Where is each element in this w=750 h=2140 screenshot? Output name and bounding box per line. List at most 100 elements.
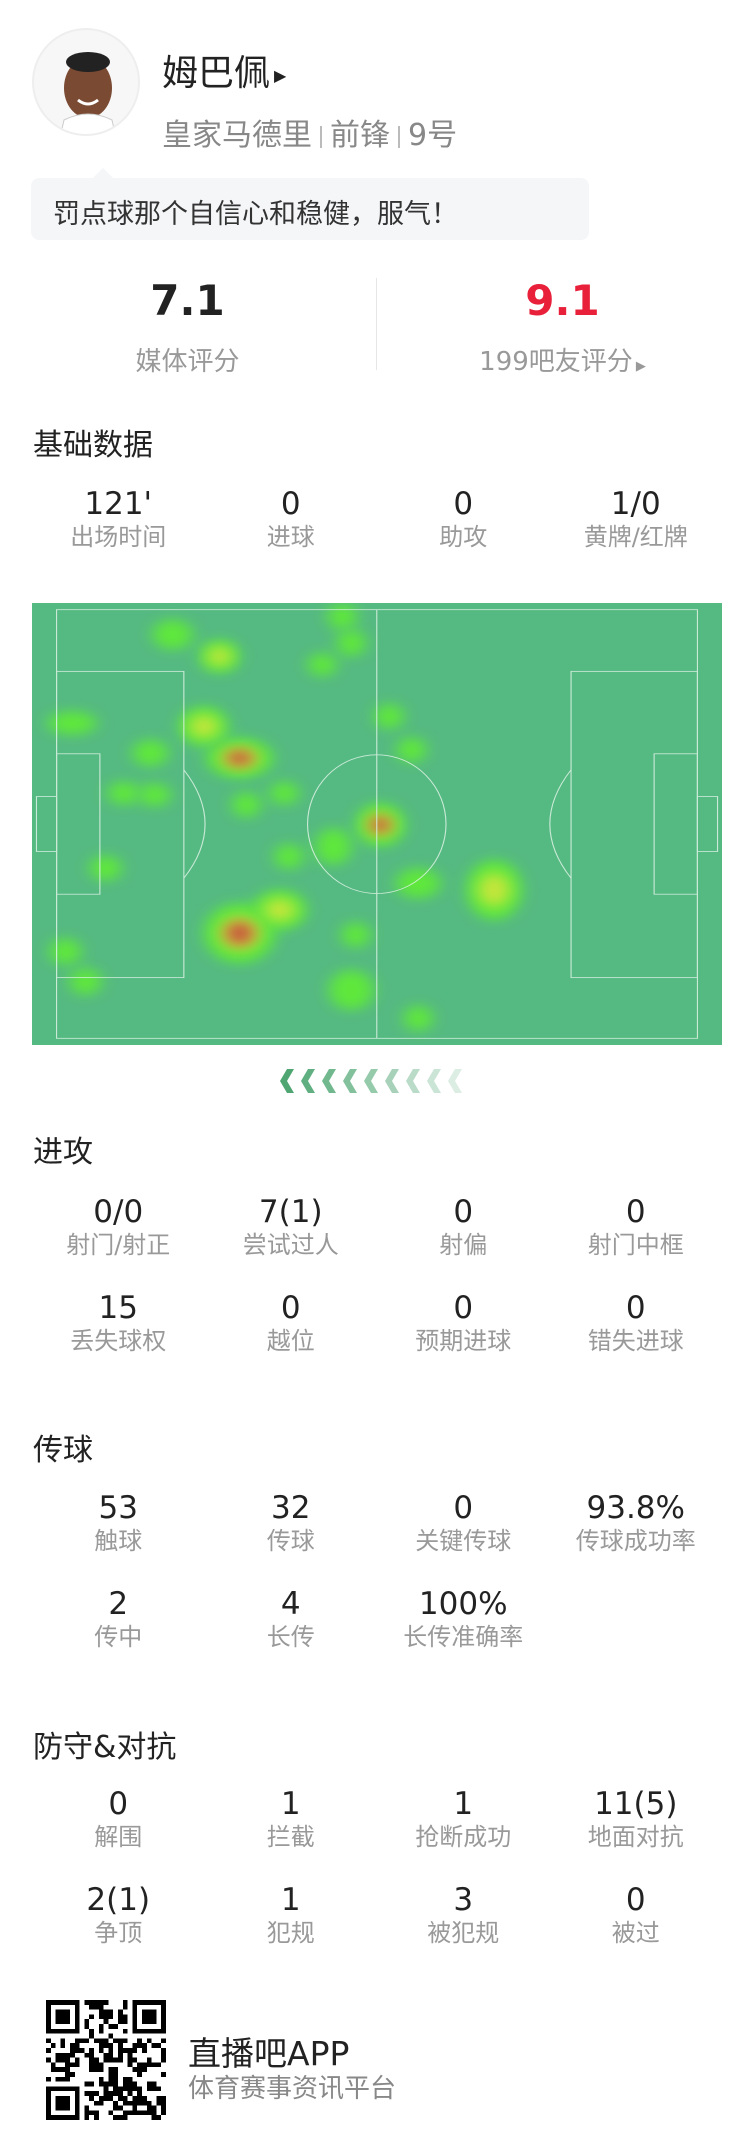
heat-spot	[49, 938, 82, 965]
stat-value: 32	[271, 1490, 311, 1526]
stat-value: 0	[108, 1786, 129, 1822]
comment-bubble: 罚点球那个自信心和稳健，服气！	[31, 168, 589, 240]
chevron-left-icon	[406, 1069, 420, 1093]
stat-item: 0 进球	[205, 486, 378, 552]
heat-spot	[397, 737, 426, 763]
stat-value: 2	[108, 1586, 129, 1622]
heat-spot	[226, 750, 254, 767]
heat-spot	[69, 968, 102, 995]
stat-item: 0 助攻	[377, 486, 550, 552]
stat-item: 121' 出场时间	[32, 486, 205, 552]
stat-label: 丢失球权	[70, 1327, 167, 1355]
stat-label: 长传准确率	[403, 1623, 524, 1651]
player-name[interactable]: 姆巴佩 ▶	[162, 53, 287, 94]
stat-label: 解围	[94, 1823, 143, 1851]
app-name: 直播吧APP	[188, 2034, 350, 2073]
heat-spot	[208, 647, 231, 666]
stat-item: 7(1) 尝试过人	[205, 1194, 378, 1260]
player-photo-icon	[60, 52, 116, 134]
fan-rating[interactable]: 9.1 199吧友评分 ▶	[479, 276, 646, 377]
stat-item: 0 预期进球	[377, 1290, 550, 1356]
heat-spot	[152, 619, 193, 650]
stat-item: 1 拦截	[205, 1786, 378, 1852]
stat-item: 53 触球	[32, 1490, 205, 1556]
stat-item: 2 传中	[32, 1586, 205, 1652]
stat-item: 0 射偏	[377, 1194, 550, 1260]
stat-label: 预期进球	[415, 1327, 512, 1355]
chevron-left-icon	[385, 1069, 399, 1093]
heat-spot	[265, 898, 295, 921]
stat-label: 射门中框	[587, 1231, 684, 1259]
stat-label: 地面对抗	[587, 1823, 684, 1851]
stat-item: 11(5) 地面对抗	[550, 1786, 723, 1852]
heat-spot	[107, 781, 140, 805]
heatmap	[35, 603, 719, 1039]
pitch-lines	[35, 609, 719, 1039]
stat-label: 进球	[266, 523, 315, 551]
heat-spot	[328, 603, 357, 630]
player-avatar[interactable]	[32, 28, 140, 136]
stat-label: 拦截	[266, 1823, 315, 1851]
heat-spot	[479, 873, 510, 907]
stat-item: 0 错失进球	[550, 1290, 723, 1356]
heat-spot	[395, 868, 441, 899]
qr-code-icon[interactable]	[45, 2000, 167, 2120]
stat-item: 0 射门中框	[550, 1194, 723, 1260]
stat-item: 2(1) 争顶	[32, 1882, 205, 1948]
section-title-passing: 传球	[33, 1433, 93, 1468]
defense-stats: 0 解围 1 拦截 1 抢断成功 11(5) 地面对抗 2(1) 争顶 1 犯规 3 被犯规 0 被过	[32, 1786, 722, 1948]
heat-spot	[47, 711, 97, 735]
stat-value: 1/0	[610, 486, 661, 522]
stat-label: 被犯规	[427, 1919, 500, 1947]
stat-value: 121'	[84, 486, 153, 522]
attack-stats: 0/0 射门/射正 7(1) 尝试过人 0 射偏 0 射门中框 15 丢失球权 0 越位 0 预期进球 0 错…	[32, 1194, 722, 1356]
stat-value: 0	[280, 1290, 301, 1326]
heatmap-pitch	[32, 603, 722, 1045]
stat-value: 4	[280, 1586, 301, 1622]
attack-direction-arrows	[280, 1069, 462, 1093]
heat-spot	[132, 739, 169, 767]
stat-label: 争顶	[94, 1919, 143, 1947]
heat-spot	[139, 783, 171, 807]
heat-spot	[341, 922, 371, 948]
heat-spot	[225, 921, 254, 946]
stat-item: 0 关键传球	[377, 1490, 550, 1556]
heat-spot	[232, 792, 261, 818]
stat-label: 关键传球	[415, 1527, 512, 1555]
player-info: 皇家马德里 前锋 9号	[162, 118, 458, 153]
stat-label: 错失进球	[587, 1327, 684, 1355]
stat-item: 4 长传	[205, 1586, 378, 1652]
stat-item: 1 犯规	[205, 1882, 378, 1948]
stat-label: 传球	[266, 1527, 315, 1555]
stat-label: 射偏	[439, 1231, 488, 1259]
chevron-left-icon	[322, 1069, 336, 1093]
chevron-left-icon	[364, 1069, 378, 1093]
stat-value: 100%	[418, 1586, 508, 1622]
stat-item: 0 解围	[32, 1786, 205, 1852]
stat-label: 触球	[94, 1527, 143, 1555]
heat-spot	[370, 816, 391, 834]
stat-value: 15	[98, 1290, 138, 1326]
stat-label: 被过	[611, 1919, 660, 1947]
stat-value: 0	[625, 1290, 646, 1326]
stat-label: 传中	[94, 1623, 143, 1651]
section-title-attack: 进攻	[33, 1135, 93, 1170]
app-tagline: 体育赛事资讯平台	[188, 2074, 397, 2104]
chevron-left-icon	[301, 1069, 315, 1093]
stat-label: 射门/射正	[66, 1231, 171, 1259]
stat-item: 1/0 黄牌/红牌	[550, 486, 723, 552]
stat-value: 0	[453, 486, 474, 522]
stat-label: 出场时间	[70, 523, 167, 551]
heat-spot	[308, 653, 337, 677]
chevron-left-icon	[343, 1069, 357, 1093]
stat-item: 3 被犯规	[377, 1882, 550, 1948]
stat-item: 93.8% 传球成功率	[550, 1490, 723, 1556]
stat-label: 犯规	[266, 1919, 315, 1947]
caret-right-icon: ▶	[635, 359, 646, 374]
heat-spot	[404, 1005, 433, 1031]
heat-spot	[374, 703, 404, 730]
stat-item: 15 丢失球权	[32, 1290, 205, 1356]
stat-item: 0 被过	[550, 1882, 723, 1948]
stat-item: 100% 长传准确率	[377, 1586, 550, 1652]
stat-label: 传球成功率	[575, 1527, 696, 1555]
